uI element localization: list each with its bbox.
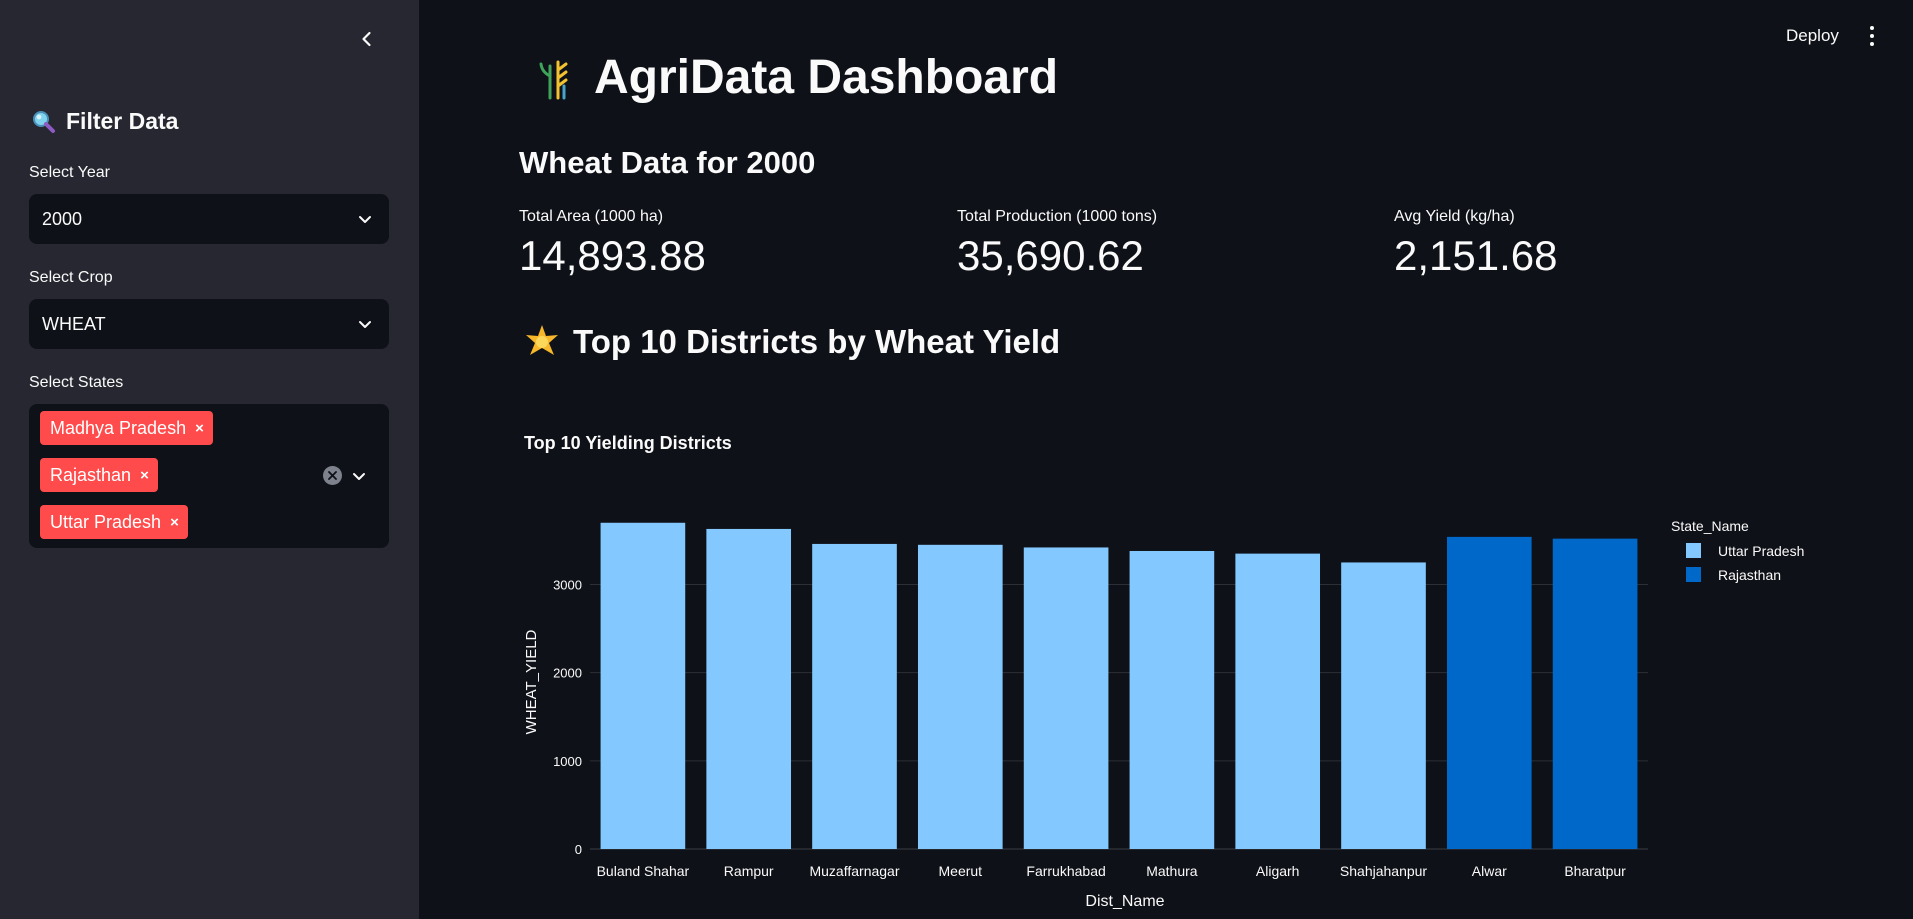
legend-swatch bbox=[1686, 567, 1701, 582]
chart-bars bbox=[600, 522, 1638, 849]
sparkle-star-icon bbox=[526, 325, 558, 355]
states-label: Select States bbox=[29, 374, 124, 391]
chart-svg: Top 10 Yielding Districts 0100020003000 … bbox=[523, 433, 1804, 910]
bar bbox=[1446, 536, 1532, 849]
y-tick-label: 2000 bbox=[553, 666, 582, 681]
chart-x-ticks: Buland Shahar Rampur Muzaffarnagar Meerut Fa… bbox=[597, 863, 1627, 879]
clear-all-icon[interactable] bbox=[323, 466, 342, 485]
chevron-left-icon bbox=[362, 31, 371, 47]
bar bbox=[1341, 562, 1426, 849]
section-title: Top 10 Districts by Wheat Yield bbox=[523, 323, 1060, 361]
close-icon[interactable]: × bbox=[140, 466, 149, 484]
close-icon[interactable]: × bbox=[170, 513, 179, 531]
bar bbox=[1023, 547, 1109, 849]
x-tick-label: Meerut bbox=[939, 863, 983, 879]
yield-bar-chart: Top 10 Yielding Districts 0 1000 2000 3000 … bbox=[510, 420, 1910, 919]
metric-value: 14,893.88 bbox=[519, 232, 706, 279]
close-icon bbox=[328, 471, 337, 480]
bar bbox=[600, 522, 686, 849]
bar bbox=[1129, 550, 1215, 849]
page-title: AgriData Dashboard bbox=[538, 50, 1058, 105]
close-icon[interactable]: × bbox=[195, 419, 204, 437]
deploy-button[interactable]: Deploy bbox=[1786, 26, 1839, 45]
bar bbox=[1235, 553, 1321, 849]
state-tag-rajasthan: Rajasthan × bbox=[40, 458, 158, 492]
x-tick-label: Buland Shahar bbox=[597, 863, 690, 879]
metric-total-production: Total Production (1000 tons) 35,690.62 bbox=[957, 208, 1157, 280]
legend-label: Uttar Pradesh bbox=[1718, 543, 1804, 559]
chart-x-axis-label: Dist_Name bbox=[1085, 893, 1164, 910]
chevron-down-icon bbox=[359, 321, 371, 328]
metric-label: Avg Yield (kg/ha) bbox=[1394, 208, 1515, 225]
state-tag-uttar-pradesh: Uttar Pradesh × bbox=[40, 505, 188, 539]
metric-value: 2,151.68 bbox=[1394, 232, 1558, 279]
kebab-menu-icon[interactable] bbox=[1864, 26, 1880, 46]
wheat-logo-icon bbox=[539, 60, 568, 99]
crop-select[interactable]: WHEAT bbox=[29, 299, 389, 349]
x-tick-label: Aligarh bbox=[1256, 863, 1300, 879]
state-tag-label: Madhya Pradesh bbox=[50, 417, 187, 438]
metric-label: Total Production (1000 tons) bbox=[957, 208, 1158, 225]
sidebar: Filter Data Select Year 2000 Select Crop… bbox=[0, 0, 419, 919]
chart-legend: State_Name Uttar Pradesh Rajasthan bbox=[1671, 518, 1804, 583]
page-title-text: AgriData Dashboard bbox=[594, 51, 1059, 104]
year-select-value: 2000 bbox=[42, 208, 83, 229]
y-tick-label: 1000 bbox=[553, 754, 582, 769]
sidebar-header: Filter Data bbox=[30, 108, 178, 135]
bar bbox=[812, 543, 897, 849]
crop-select-value: WHEAT bbox=[42, 313, 106, 334]
crop-label: Select Crop bbox=[29, 269, 113, 286]
sidebar-collapse-button[interactable] bbox=[352, 24, 382, 54]
y-tick-label: 3000 bbox=[553, 577, 582, 592]
bar bbox=[917, 544, 1003, 849]
sidebar-header-label: Filter Data bbox=[66, 108, 179, 134]
metric-avg-yield: Avg Yield (kg/ha) 2,151.68 bbox=[1394, 208, 1558, 280]
x-tick-label: Muzaffarnagar bbox=[809, 863, 899, 879]
chart-title: Top 10 Yielding Districts bbox=[524, 433, 732, 453]
x-tick-label: Rampur bbox=[724, 863, 774, 879]
states-multiselect[interactable]: Madhya Pradesh × Rajasthan × Uttar Prade… bbox=[29, 404, 389, 548]
x-tick-label: Alwar bbox=[1472, 863, 1507, 879]
year-select[interactable]: 2000 bbox=[29, 194, 389, 244]
legend-title: State_Name bbox=[1671, 518, 1749, 534]
chart-y-axis-label: WHEAT_YIELD bbox=[523, 629, 540, 734]
metric-label: Total Area (1000 ha) bbox=[519, 208, 664, 225]
chart-y-ticks: 0 1000 2000 3000 bbox=[553, 577, 582, 857]
x-tick-label: Bharatpur bbox=[1564, 863, 1626, 879]
state-tag-label: Uttar Pradesh bbox=[50, 511, 162, 532]
y-tick-label: 0 bbox=[575, 842, 582, 857]
section-title-text: Top 10 Districts by Wheat Yield bbox=[573, 323, 1061, 360]
bar bbox=[1552, 538, 1638, 849]
x-tick-label: Farrukhabad bbox=[1026, 863, 1105, 879]
crop-year-subheader: Wheat Data for 2000 bbox=[519, 145, 816, 180]
x-tick-label: Shahjahanpur bbox=[1340, 863, 1428, 879]
bar bbox=[706, 528, 792, 849]
x-tick-label: Mathura bbox=[1146, 863, 1198, 879]
chevron-down-icon[interactable] bbox=[351, 468, 367, 484]
metric-total-area: Total Area (1000 ha) 14,893.88 bbox=[519, 208, 706, 280]
magnifier-icon bbox=[33, 110, 55, 133]
year-label: Select Year bbox=[29, 164, 110, 181]
state-tag-madhya-pradesh: Madhya Pradesh × bbox=[40, 411, 213, 445]
legend-swatch bbox=[1686, 543, 1701, 558]
state-tag-label: Rajasthan bbox=[50, 464, 132, 485]
legend-label: Rajasthan bbox=[1718, 567, 1781, 583]
chevron-down-icon bbox=[359, 216, 371, 223]
metric-value: 35,690.62 bbox=[957, 232, 1144, 279]
